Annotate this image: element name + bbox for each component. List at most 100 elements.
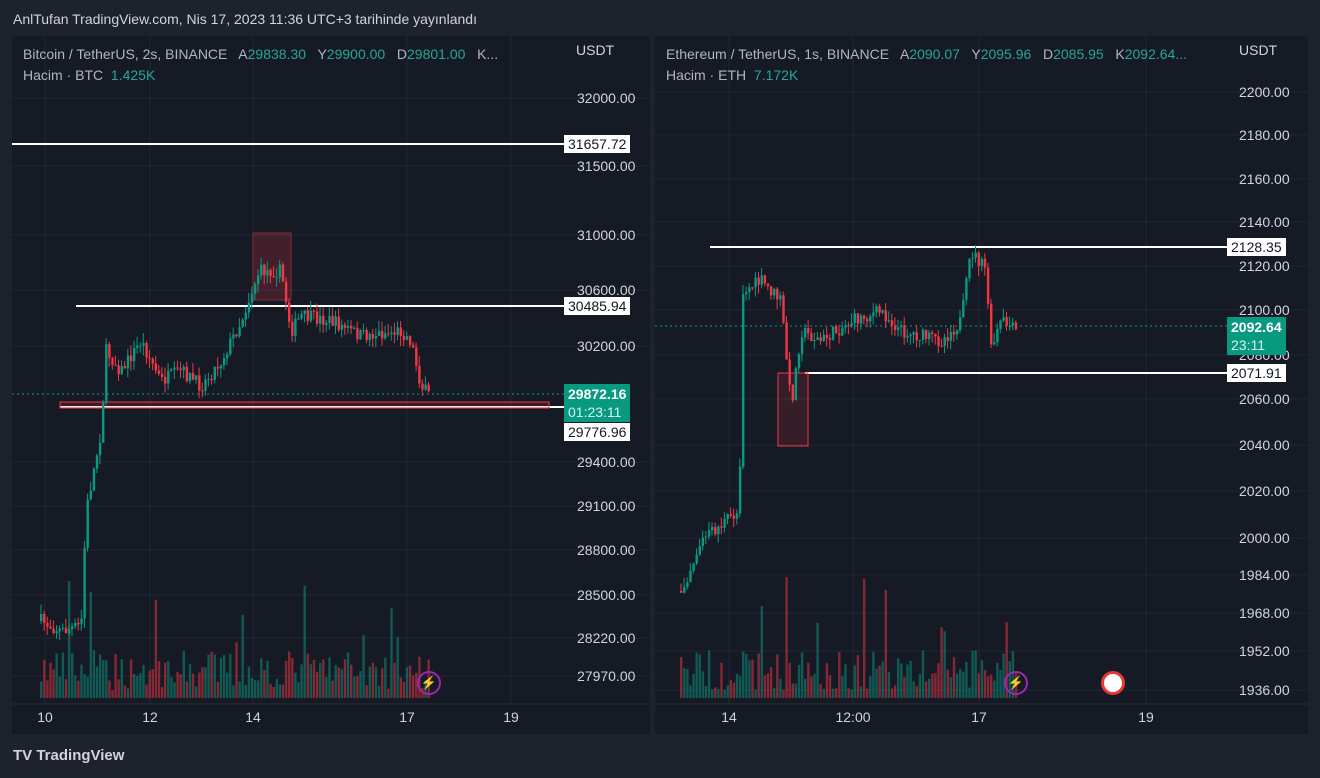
volume-bar [717, 689, 720, 698]
volume-label: Hacim · BTC [23, 67, 104, 83]
candle-body [695, 554, 698, 564]
eth-chart-panel[interactable]: Ethereum / TetherUS, 1s, BINANCE A2090.0… [655, 36, 1308, 734]
volume-bar [897, 658, 900, 698]
volume-bar [804, 678, 807, 698]
price-tick: 1952.00 [1239, 643, 1290, 659]
candle-body [64, 627, 68, 634]
volume-bar [232, 685, 235, 698]
last-price: 29872.16 [568, 386, 627, 402]
volume-bar [322, 659, 325, 698]
volume-bar [384, 657, 387, 698]
candle-body [952, 331, 956, 335]
candle-body [751, 287, 754, 289]
volume-bar [95, 666, 99, 698]
candle-body [337, 316, 340, 330]
volume-bar [309, 664, 313, 698]
volume-bar [179, 674, 182, 698]
lightning-icon[interactable]: ⚡ [417, 671, 441, 695]
candle-body [732, 515, 736, 519]
volume-bar [695, 652, 698, 698]
candle-body [235, 334, 238, 337]
candle-body [965, 278, 968, 300]
volume-bar [204, 667, 207, 698]
volume-bar [92, 650, 96, 698]
candle-body [974, 252, 977, 258]
volume-bar [346, 652, 350, 698]
candle-body [204, 379, 207, 391]
volume-bar [195, 686, 198, 698]
candle-body [164, 376, 167, 384]
candle-body [788, 359, 791, 385]
volume-bar [343, 659, 347, 698]
volume-bar [949, 677, 953, 698]
candle-body [133, 347, 136, 362]
volume-bar [773, 688, 776, 698]
candle-body [701, 537, 705, 547]
btc-chart-panel[interactable]: Bitcoin / TetherUS, 2s, BINANCE A29838.3… [12, 36, 650, 734]
volume-bar [875, 668, 878, 698]
btc-chart-canvas[interactable] [12, 36, 650, 734]
volume-bar [374, 666, 378, 698]
candle-body [900, 325, 903, 328]
symbol-title[interactable]: Ethereum / TetherUS, 1s, BINANCE [666, 46, 890, 62]
volume-bar [983, 670, 987, 698]
volume-bar [328, 657, 331, 698]
open-value: 2090.07 [909, 46, 960, 62]
candle-body [723, 519, 726, 528]
volume-bar [396, 637, 399, 698]
candle-body [862, 315, 866, 319]
candle-body [368, 334, 371, 341]
volume-bar [126, 688, 130, 698]
lightning-icon[interactable]: ⚡ [1004, 671, 1028, 695]
candle-body [782, 295, 785, 323]
volume-bar [250, 677, 254, 698]
candle-body [909, 334, 912, 337]
candle-body [43, 614, 46, 624]
eth-volume-legend: Hacim · ETH 7.172K [666, 67, 798, 83]
volume-bar [729, 680, 732, 698]
candle-body [365, 329, 368, 341]
candle-body [968, 258, 971, 279]
candle-body [844, 325, 847, 328]
volume-bar [683, 668, 686, 698]
candle-body [776, 288, 779, 300]
price-tick: 32000.00 [577, 90, 636, 106]
candle-body [875, 306, 878, 313]
volume-bar [269, 683, 272, 698]
price-tick: 2180.00 [1239, 127, 1290, 143]
volume-bar [1005, 622, 1008, 698]
candle-body [52, 628, 55, 634]
high-value: 2095.96 [980, 46, 1032, 62]
volume-bar [164, 662, 167, 698]
low-value: 29801.00 [407, 46, 466, 62]
high-label: Y [971, 46, 981, 62]
us-flag-icon[interactable] [1101, 671, 1125, 695]
candle-body [154, 363, 158, 371]
candle-body [250, 293, 254, 303]
candle-body [232, 334, 235, 339]
candle-body [779, 295, 782, 300]
volume-bar [686, 669, 689, 698]
candle-body [210, 379, 213, 381]
symbol-title[interactable]: Bitcoin / TetherUS, 2s, BINANCE [23, 46, 228, 62]
candle-body [362, 329, 365, 331]
tradingview-logo[interactable]: TV TradingView [13, 747, 124, 764]
candle-body [269, 269, 272, 277]
volume-bar [893, 685, 897, 698]
close-label: K [1115, 46, 1125, 62]
time-tick: 14 [245, 709, 261, 725]
volume-bar [726, 685, 729, 698]
price-tick: 30200.00 [577, 338, 636, 354]
candle-body [707, 530, 711, 537]
eth-ohlc-legend: Ethereum / TetherUS, 1s, BINANCE A2090.0… [666, 46, 1187, 62]
candle-body [773, 288, 776, 296]
volume-bar [900, 663, 903, 698]
candle-body [312, 310, 316, 312]
volume-bar [785, 577, 788, 698]
candle-body [841, 327, 844, 336]
candle-body [105, 344, 108, 403]
volume-bar [64, 679, 68, 698]
eth-chart-canvas[interactable] [655, 36, 1308, 734]
candle-body [390, 332, 393, 334]
candle-body [831, 326, 835, 340]
